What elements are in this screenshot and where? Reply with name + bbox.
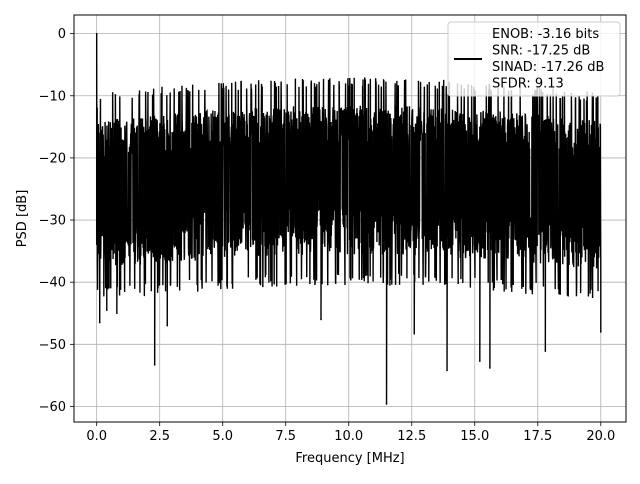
y-tick-label: −30 [39,214,66,229]
y-tick-label: −60 [39,400,66,415]
y-tick-label: −10 [39,89,66,104]
legend-entry-sinad: SINAD: -17.26 dB [492,60,604,75]
psd-extreme-point [166,324,169,327]
x-tick-label: 0.0 [86,429,107,444]
x-tick-label: 12.5 [397,429,426,444]
x-tick-label: 20.0 [586,429,615,444]
y-tick-label: 0 [58,27,66,42]
axes-frame [73,14,627,423]
legend-entry-sfdr: SFDR: 9.13 [492,77,564,92]
x-tick-label: 10.0 [334,429,363,444]
psd-extreme-point [116,312,118,315]
x-tick-label: 2.5 [149,429,170,444]
legend: ENOB: -3.16 bits SNR: -17.25 dB SINAD: -… [447,21,621,97]
psd-extreme-point [489,367,491,369]
x-tick-label: 7.5 [275,429,296,444]
psd-extreme-point [320,318,322,321]
psd-extreme-point [446,369,448,372]
psd-extreme-point [96,107,98,110]
psd-extreme-point [479,360,481,362]
psd-trace [95,33,602,404]
x-tick-label: 17.5 [523,429,552,444]
x-tick-label: 5.0 [212,429,233,444]
y-tick-label: −20 [39,151,66,166]
psd-extreme-point [385,403,388,405]
y-tick-label: −50 [39,338,66,353]
psd-extreme-point [95,32,98,35]
legend-entry-snr: SNR: -17.25 dB [492,44,590,59]
y-axis-label: PSD [dB] [15,190,30,248]
legend-box [447,21,621,97]
y-axis-ticks: 0 −10 −20 −30 −40 −50 −60 [39,27,74,415]
psd-extreme-point [599,331,602,333]
psd-extreme-point [105,309,108,311]
psd-extreme-point [153,364,156,366]
x-tick-label: 15.0 [460,429,489,444]
psd-extreme-point [97,237,99,240]
psd-extreme-point [544,350,547,352]
x-axis-ticks: 0.0 2.5 5.0 7.5 10.0 12.5 15.0 17.5 20.0 [86,422,615,444]
psd-extreme-point [98,321,101,324]
legend-entry-enob: ENOB: -3.16 bits [492,27,599,42]
psd-series [95,32,602,405]
x-axis-label: Frequency [MHz] [295,451,404,466]
y-tick-label: −40 [39,276,66,291]
psd-extreme-point [413,332,416,335]
